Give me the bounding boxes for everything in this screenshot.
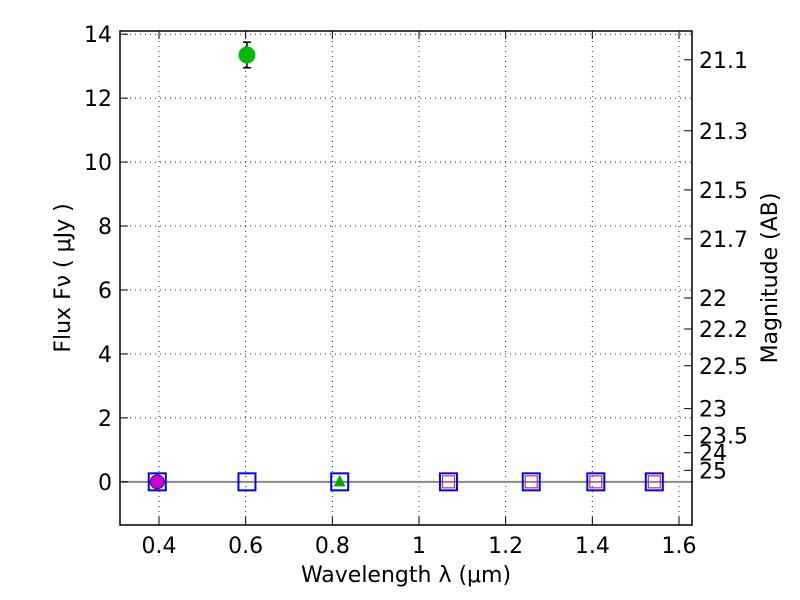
right-tick-label: 23 [699, 398, 727, 423]
y-tick-label: 2 [98, 407, 112, 432]
y-tick-label: 6 [98, 279, 112, 304]
y-tick-label: 10 [84, 151, 112, 176]
upper-limit-squares-marker [586, 472, 606, 492]
right-tick-label: 22.5 [699, 355, 748, 380]
right-tick-label: 25 [699, 459, 727, 484]
y-axis-label: Flux Fν ( μJy ) [51, 203, 76, 352]
y-tick-label: 0 [98, 471, 112, 496]
grid [120, 31, 692, 525]
inner-squares-marker [589, 475, 603, 489]
x-tick-label: 0.8 [315, 534, 350, 559]
upper-limit-squares-marker [330, 472, 350, 492]
x-axis-label: Wavelength λ (μm) [301, 563, 511, 588]
right-tick-label: 22.2 [699, 318, 748, 343]
x-tick-label: 1.2 [488, 534, 523, 559]
right-tick-label: 24 [699, 442, 727, 467]
y-axis-right-label: Magnitude (AB) [758, 193, 783, 364]
upper-limit-squares-marker [237, 472, 257, 492]
upper-limit-squares-marker [644, 472, 664, 492]
x-tick-label: 0.6 [228, 534, 263, 559]
right-tick-label: 21.1 [699, 49, 748, 74]
y-tick-label: 14 [84, 23, 112, 48]
ticks: 0.4 0.6 0.8 1 1.2 1.4 1.60246810121421.121.321… [84, 23, 748, 559]
x-tick-label: 0.4 [142, 534, 177, 559]
y-tick-label: 12 [84, 87, 112, 112]
upper-limit-squares-marker [438, 472, 458, 492]
x-tick-label: 1.4 [575, 534, 610, 559]
right-tick-label: 21.3 [699, 120, 748, 145]
upper-limit-squares-marker [147, 472, 167, 492]
x-tick-label: 1 [412, 534, 426, 559]
right-tick-label: 21.7 [699, 228, 748, 253]
inner-squares-marker [441, 475, 456, 489]
right-tick-label: 22 [699, 287, 727, 312]
detection-marker [238, 46, 256, 64]
x-tick-label: 1.6 [662, 534, 697, 559]
plot-frame [119, 30, 693, 526]
y-tick-label: 4 [98, 343, 112, 368]
upper-limit-squares-marker [521, 472, 541, 492]
right-tick-label: 21.5 [699, 179, 748, 204]
y-tick-label: 8 [98, 215, 112, 240]
inner-squares-marker [647, 475, 661, 489]
right-tick-label: 23.5 [699, 424, 748, 449]
inner-squares-marker [524, 475, 538, 489]
data-marks [147, 41, 664, 492]
green-triangle-marker [333, 474, 346, 487]
magenta-circle-marker [149, 474, 165, 490]
